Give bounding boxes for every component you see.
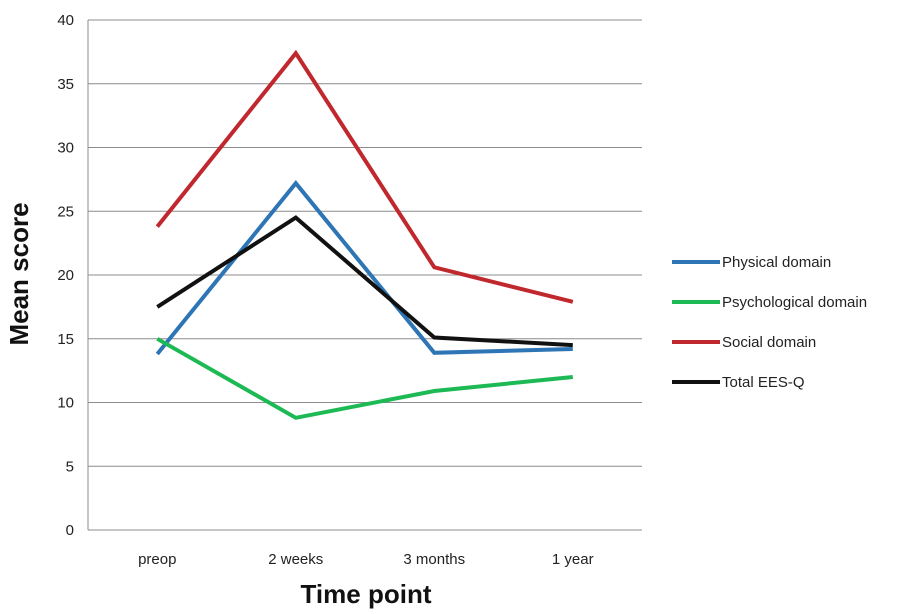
legend-label: Physical domain: [722, 254, 831, 271]
x-axis-title: Time point: [301, 579, 432, 609]
legend-label: Social domain: [722, 334, 816, 351]
x-tick-label: 2 weeks: [268, 551, 323, 568]
y-tick-label: 25: [57, 203, 74, 220]
legend-label: Total EES-Q: [722, 374, 805, 391]
legend: Physical domain Psychological domain Socia…: [672, 254, 867, 391]
y-tick-label: 15: [57, 331, 74, 348]
y-tick-label: 0: [66, 522, 74, 539]
x-tick-label: 3 months: [403, 551, 465, 568]
y-axis-ticks: 0 5 10 15 20 25 30 35 40: [57, 12, 74, 539]
x-tick-label: 1 year: [552, 551, 594, 568]
y-tick-label: 30: [57, 140, 74, 157]
x-axis-ticks: preop 2 weeks 3 months 1 year: [138, 551, 594, 568]
y-tick-label: 20: [57, 267, 74, 284]
y-tick-label: 35: [57, 76, 74, 93]
legend-label: Psychological domain: [722, 294, 867, 311]
x-tick-label: preop: [138, 551, 176, 568]
y-tick-label: 5: [66, 458, 74, 475]
series-line-total-ees-q: [156, 215, 573, 348]
y-tick-label: 10: [57, 395, 74, 412]
series-line-social-domain: [155, 49, 574, 304]
y-axis-title: Mean score: [4, 202, 34, 345]
series-line-physical-domain: [155, 180, 573, 356]
series-lines: [155, 49, 574, 420]
y-tick-label: 40: [57, 12, 74, 29]
series-line-psychological-domain: [156, 337, 574, 420]
